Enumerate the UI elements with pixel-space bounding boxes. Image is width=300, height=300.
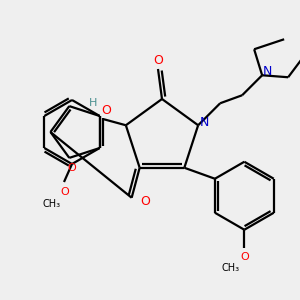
Text: O: O [141, 195, 151, 208]
Text: H: H [89, 98, 97, 108]
Text: O: O [61, 187, 69, 197]
Text: O: O [67, 163, 76, 173]
Text: N: N [200, 116, 209, 129]
Text: N: N [262, 65, 272, 78]
Text: O: O [101, 104, 111, 117]
Text: O: O [240, 252, 249, 262]
Text: O: O [153, 53, 163, 67]
Text: CH₃: CH₃ [221, 263, 239, 273]
Text: CH₃: CH₃ [43, 199, 61, 209]
